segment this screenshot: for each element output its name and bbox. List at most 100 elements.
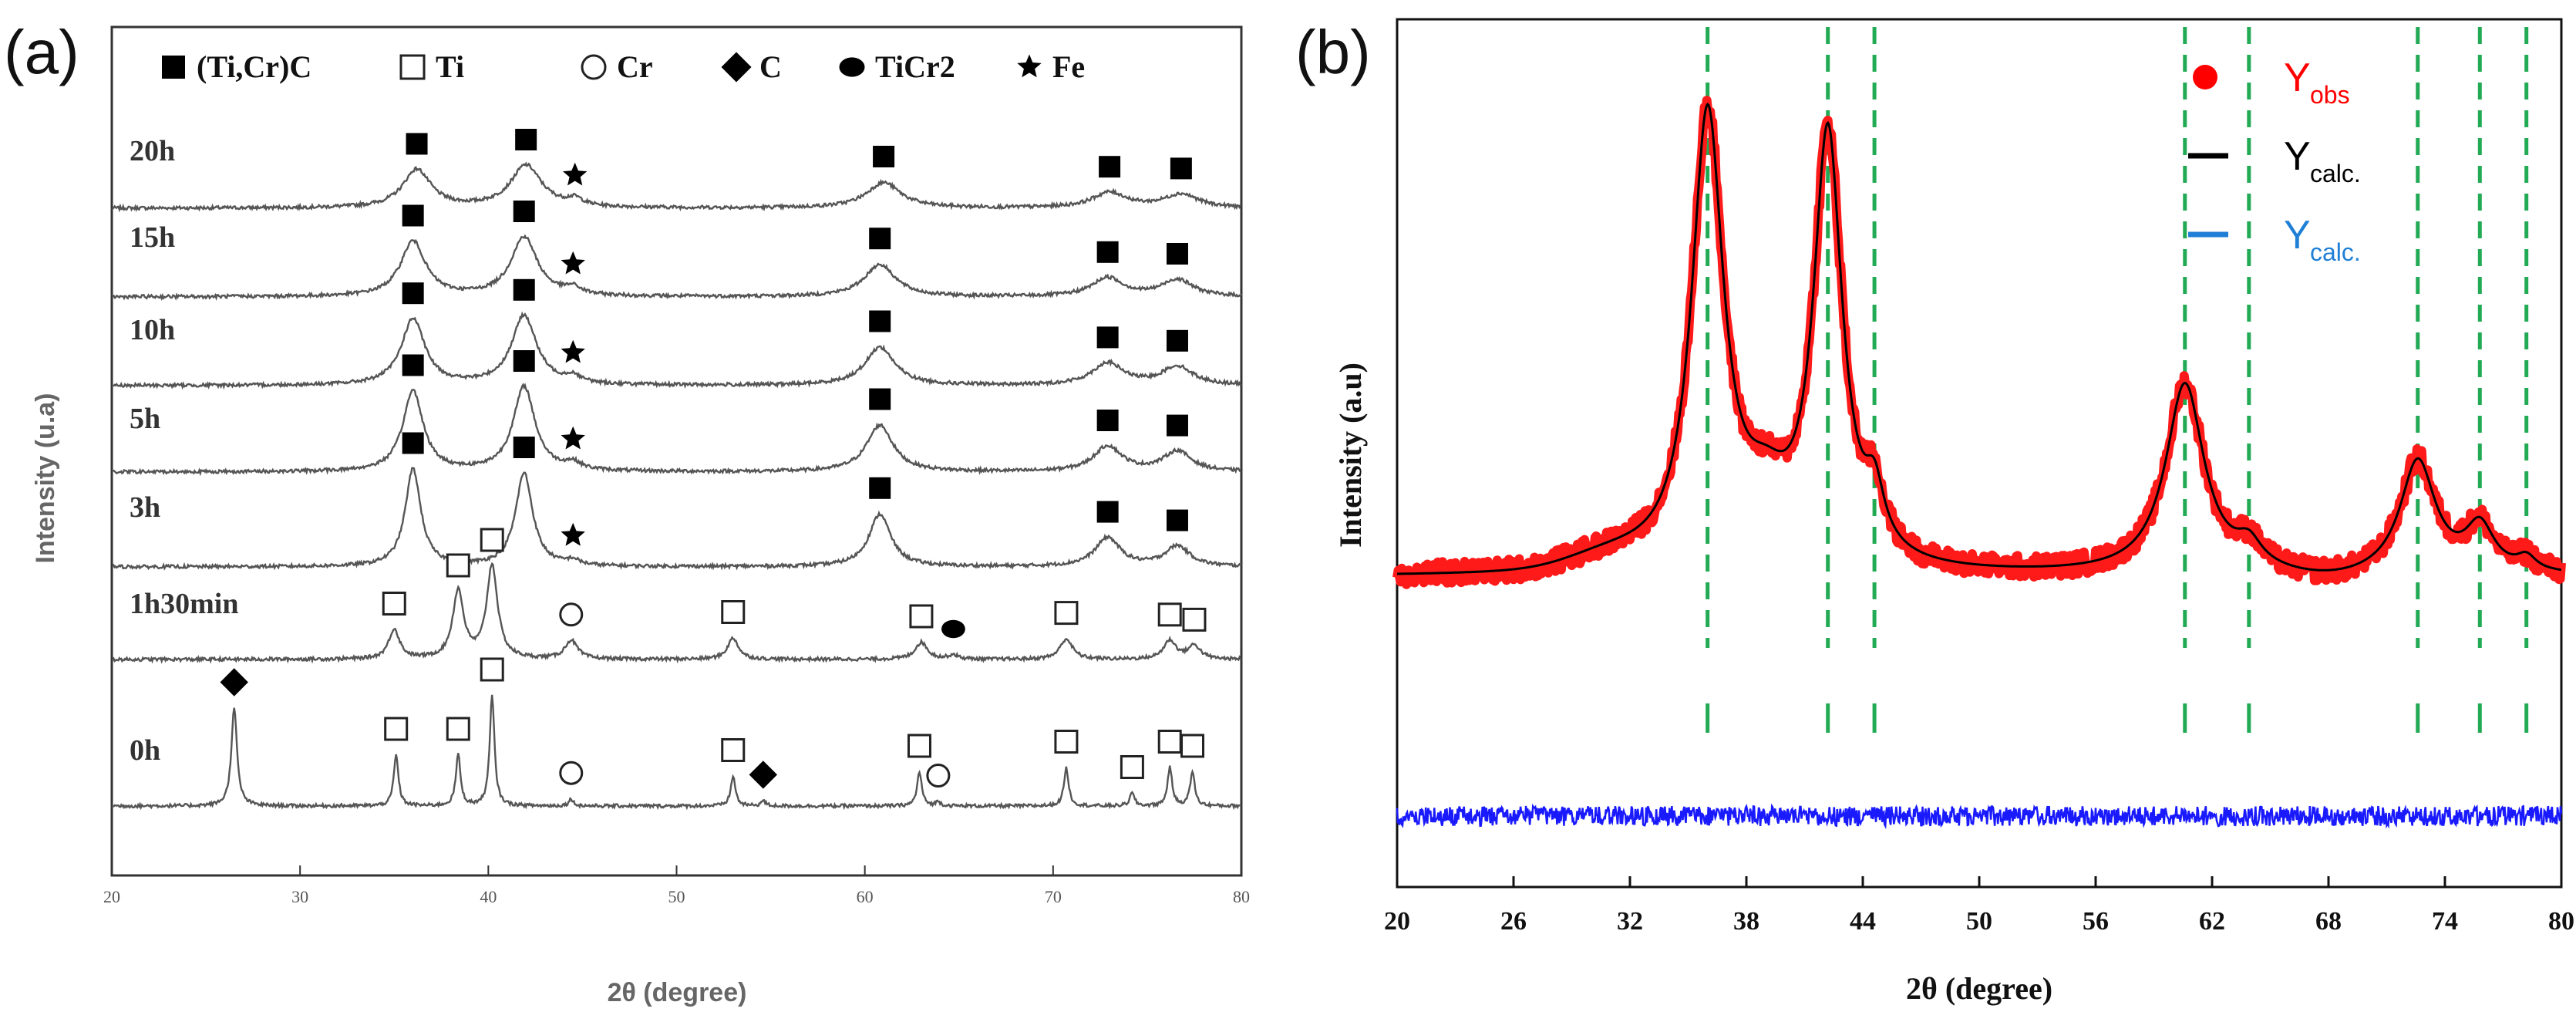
- peak-marker-15h-0: [402, 204, 424, 227]
- curve-20h: [111, 161, 1242, 213]
- curve-label-5h: 5h: [130, 403, 160, 435]
- peak-marker-3h-3: [869, 477, 891, 499]
- panel-b-difference: [1396, 803, 2563, 830]
- peak-marker-20h-1: [515, 129, 537, 150]
- curve-label-0h: 0h: [130, 734, 160, 767]
- tick-b-label-74: 74: [2432, 907, 2458, 936]
- peak-marker-0h-10: [1120, 755, 1144, 779]
- legend-b-subscript-0: obs: [2310, 81, 2350, 109]
- legend-a-marker-3: [721, 52, 752, 83]
- curve-5h: [111, 383, 1242, 477]
- legend-b-subscript-2: calc.: [2310, 238, 2361, 266]
- tick-a-label-80: 80: [1233, 887, 1250, 906]
- peak-marker-1h30min-4: [721, 600, 746, 624]
- tick-b-label-26: 26: [1500, 907, 1527, 936]
- tick-b-label-68: 68: [2315, 907, 2342, 936]
- observed-trace: [1392, 96, 2566, 589]
- peak-marker-15h-2: [561, 251, 585, 275]
- tick-a-label-20: 20: [103, 887, 120, 906]
- peak-marker-1h30min-0: [382, 592, 406, 616]
- curve-10h: [111, 311, 1242, 390]
- peak-marker-1h30min-2: [480, 528, 504, 552]
- difference-trace: [1396, 803, 2563, 830]
- panel-b-y-axis-title: Intensity (a.u): [1333, 363, 1368, 548]
- curve-label-1h30min: 1h30min: [130, 588, 238, 620]
- peak-marker-0h-3: [480, 657, 504, 682]
- peak-marker-0h-6: [749, 761, 778, 789]
- peak-marker-10h-0: [402, 282, 424, 305]
- curve-3h: [112, 467, 1242, 571]
- peak-marker-15h-3: [869, 228, 891, 250]
- tick-a-label-30: 30: [291, 887, 308, 906]
- peak-marker-0h-9: [1054, 730, 1079, 754]
- tick-b-label-56: 56: [2083, 907, 2109, 936]
- panel-a: (a) (Ti,Cr)C Ti Cr C TiCr2 Fe 20h 15h 10h 5h 3h 1h…: [4, 18, 1250, 1007]
- peak-marker-1h30min-6: [941, 619, 965, 639]
- peak-marker-5h-1: [513, 350, 535, 372]
- legend-b-label-2: Y: [2284, 213, 2311, 258]
- legend-a-label-0: (Ti,Cr)C: [197, 49, 311, 84]
- peak-marker-20h-3: [873, 146, 895, 167]
- legend-a-marker-5: [1017, 54, 1042, 78]
- legend-a-marker-2: [581, 54, 607, 80]
- legend-b-marker-0: [2193, 65, 2217, 89]
- panel-b-x-ticks: 20 26 32 38 44 50 56 62 68 74 80: [1384, 876, 2574, 936]
- panel-b-bragg-lines: [1706, 27, 2529, 733]
- legend-a-label-2: Cr: [617, 49, 653, 84]
- legend-a-marker-0: [162, 56, 185, 79]
- panel-a-label: (a): [4, 18, 79, 86]
- peak-marker-0h-5: [721, 738, 746, 762]
- peak-marker-0h-12: [1180, 734, 1205, 758]
- panel-b-x-axis-title: 2θ (degree): [1906, 971, 2052, 1006]
- peak-marker-1h30min-1: [446, 553, 470, 578]
- peak-marker-15h-4: [1096, 241, 1119, 263]
- tick-a-label-70: 70: [1045, 887, 1062, 906]
- panel-b-label: (b): [1295, 18, 1371, 86]
- panel-a-x-axis-title: 2θ (degree): [608, 978, 747, 1007]
- tick-b-label-80: 80: [2548, 907, 2574, 936]
- legend-b-label-1: Y: [2284, 134, 2311, 179]
- calculated-trace: [1397, 103, 2562, 575]
- panel-b-frame: [1396, 18, 2563, 889]
- curve-15h: [111, 234, 1243, 302]
- peak-marker-3h-5: [1166, 509, 1188, 531]
- panel-a-legend: (Ti,Cr)C Ti Cr C TiCr2 Fe: [162, 49, 1085, 84]
- peak-marker-1h30min-9: [1182, 607, 1207, 632]
- peak-marker-20h-4: [1099, 156, 1121, 178]
- peak-marker-5h-0: [402, 354, 424, 376]
- legend-b-label-0: Y: [2284, 56, 2311, 100]
- tick-a-label-60: 60: [857, 887, 874, 906]
- peak-marker-15h-1: [513, 201, 535, 222]
- peak-marker-0h-8: [926, 764, 951, 788]
- panel-a-y-axis-title: Intensity (u.a): [31, 393, 60, 563]
- peak-marker-0h-4: [559, 761, 584, 785]
- tick-b-label-32: 32: [1617, 907, 1643, 936]
- peak-marker-15h-5: [1166, 243, 1188, 265]
- curve-label-20h: 20h: [130, 135, 175, 167]
- peak-marker-1h30min-5: [909, 604, 934, 629]
- tick-b-label-38: 38: [1733, 907, 1759, 936]
- curve-0h: [111, 694, 1242, 811]
- peak-marker-20h-2: [563, 162, 588, 186]
- panel-a-curves: 20h 15h 10h 5h 3h 1h30min 0h: [111, 129, 1243, 811]
- peak-marker-10h-2: [561, 339, 585, 363]
- peak-marker-5h-4: [1096, 410, 1119, 431]
- peak-marker-10h-4: [1096, 326, 1119, 349]
- curve-1h30min: [111, 562, 1242, 664]
- peak-marker-10h-1: [513, 278, 535, 301]
- peak-marker-0h-2: [446, 717, 470, 741]
- peak-marker-3h-1: [513, 437, 535, 458]
- peak-marker-1h30min-3: [559, 602, 584, 627]
- peak-marker-0h-1: [384, 717, 409, 741]
- legend-a-label-4: TiCr2: [875, 49, 955, 84]
- peak-marker-5h-5: [1166, 414, 1188, 437]
- peak-marker-3h-2: [561, 522, 585, 546]
- panel-b-calculated: [1397, 103, 2562, 575]
- peak-marker-1h30min-8: [1157, 602, 1182, 627]
- peak-marker-3h-4: [1096, 501, 1119, 523]
- peak-marker-0h-11: [1157, 730, 1182, 754]
- legend-b-subscript-1: calc.: [2310, 160, 2361, 187]
- legend-a-label-3: C: [759, 49, 782, 84]
